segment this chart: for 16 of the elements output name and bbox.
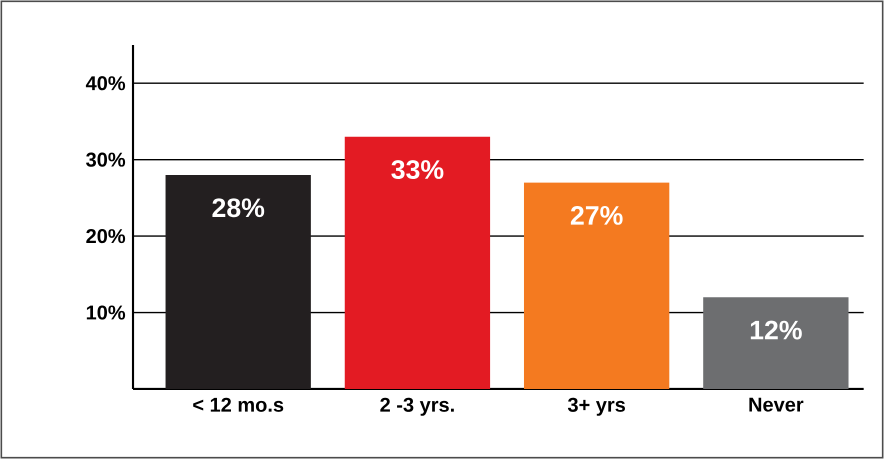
- x-tick-label: 2 -3 yrs.: [380, 398, 454, 416]
- bar: [344, 136, 490, 389]
- data-label: 28%: [212, 198, 264, 218]
- data-label: 12%: [750, 320, 802, 340]
- bar: [166, 174, 311, 389]
- bar: [524, 182, 670, 389]
- data-label: 27%: [570, 206, 623, 225]
- y-tick-label: 20%: [86, 229, 126, 244]
- y-tick-label: 10%: [86, 305, 126, 320]
- x-tick-label: 3+ yrs: [568, 398, 625, 416]
- x-tick-label: Never: [749, 398, 804, 412]
- data-label: 33%: [391, 160, 444, 180]
- y-tick-label: 30%: [86, 152, 126, 167]
- x-tick-label: < 12 mo.s: [193, 398, 284, 412]
- bar: [703, 297, 849, 389]
- y-tick-label: 40%: [86, 76, 126, 90]
